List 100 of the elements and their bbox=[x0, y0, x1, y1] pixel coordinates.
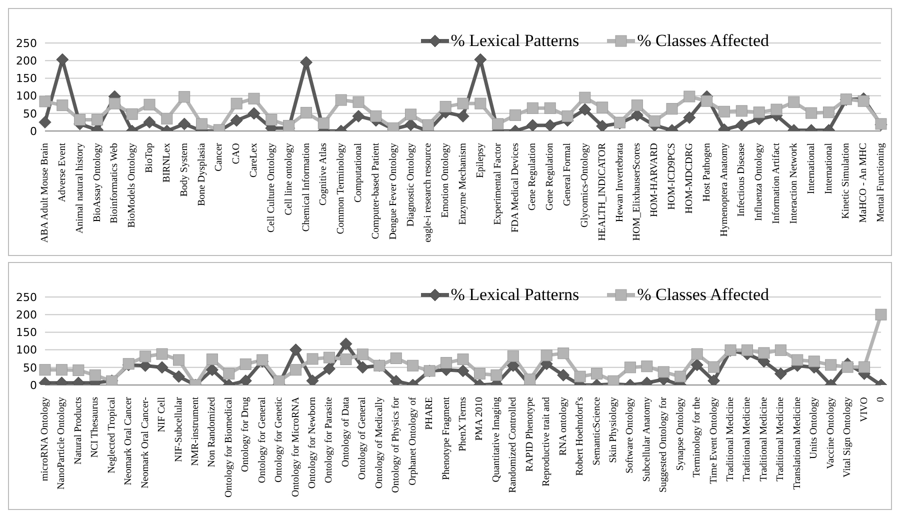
y-tick-label: 100 bbox=[16, 344, 37, 357]
point bbox=[144, 98, 156, 110]
point bbox=[774, 344, 786, 356]
x-tick-label: Kinetic Simulation bbox=[840, 143, 852, 219]
point bbox=[239, 374, 252, 385]
point bbox=[318, 118, 330, 130]
point bbox=[230, 114, 243, 127]
point bbox=[474, 368, 486, 380]
x-tick-label: NIF-Subcellular bbox=[173, 396, 184, 462]
point bbox=[718, 106, 730, 118]
point bbox=[39, 96, 51, 108]
x-tick-label: Ontology for Newborn bbox=[307, 397, 318, 489]
point bbox=[404, 118, 417, 131]
point bbox=[666, 103, 678, 115]
x-tick-label: HOM-MDCDRG bbox=[684, 143, 695, 214]
x-tick-label: Non Randomized bbox=[206, 397, 218, 468]
point bbox=[825, 359, 837, 371]
x-tick-label: Hymenoptera Anatomy bbox=[718, 143, 730, 237]
x-tick-label: Host Pathogen bbox=[701, 143, 712, 202]
point bbox=[248, 92, 260, 104]
x-tick-label: FDA Medical Devices bbox=[510, 142, 521, 232]
x-tick-label: VIVO bbox=[858, 397, 870, 422]
x-tick-label: Emotion Ontology bbox=[440, 143, 452, 218]
x-tick-label: Bone Dysplasia bbox=[196, 142, 208, 206]
x-tick-label: Gene Regulation bbox=[527, 143, 538, 210]
x-tick-label: Mental Functioning bbox=[876, 143, 886, 222]
point bbox=[74, 114, 86, 126]
point bbox=[474, 53, 487, 66]
x-tick-label: Vaccine Ontology bbox=[825, 397, 836, 469]
x-tick-label: MaHCO - An MHC bbox=[858, 142, 870, 223]
x-tick-label: Units Ontology bbox=[808, 397, 820, 459]
point bbox=[490, 369, 502, 381]
y-tick-label: 200 bbox=[16, 308, 37, 322]
point bbox=[708, 374, 720, 385]
x-tick-label: HOM-ICD9PCS bbox=[666, 143, 678, 210]
legend-label: % Lexical Patterns bbox=[450, 31, 580, 51]
point bbox=[526, 119, 539, 131]
point bbox=[266, 114, 278, 126]
x-tick-label: PMA 2010 bbox=[474, 397, 486, 441]
y-tick-label: 150 bbox=[16, 72, 37, 86]
x-tick-label: Quantitative Imaging bbox=[490, 397, 502, 482]
x-tick-label: Experimental Factor bbox=[492, 142, 504, 225]
x-tick-label: Common Terminology bbox=[336, 143, 347, 234]
point bbox=[558, 348, 570, 360]
point bbox=[300, 56, 312, 69]
point bbox=[335, 94, 347, 106]
x-tick-label: Gene Regulation bbox=[544, 143, 556, 210]
x-tick-label: Software Ontology bbox=[624, 397, 636, 474]
x-tick-label: Glycomics-Ontology bbox=[579, 143, 590, 228]
point bbox=[206, 354, 218, 366]
point bbox=[510, 109, 521, 121]
x-tick-label: HOM-HARVARD bbox=[649, 143, 660, 218]
x-tick-label: Ontology of Data bbox=[340, 396, 352, 467]
x-tick-label: Ontology for Biomedical bbox=[223, 396, 234, 498]
x-tick-label: Traditional Medicine bbox=[742, 396, 753, 482]
point bbox=[56, 100, 68, 112]
point bbox=[223, 368, 235, 380]
point bbox=[788, 96, 800, 108]
x-tick-label: ABA Adult Mouse Brain bbox=[40, 143, 50, 243]
x-tick-label: Ontology for General bbox=[256, 396, 268, 484]
point bbox=[300, 106, 312, 118]
point bbox=[340, 354, 352, 366]
y-tick-label: 200 bbox=[16, 54, 37, 68]
point bbox=[562, 110, 574, 122]
x-tick-label: Orphanet Ontology of bbox=[407, 396, 418, 486]
point bbox=[240, 358, 252, 370]
x-tick-label: NCI Thesaurus bbox=[90, 396, 101, 458]
x-tick-label: Terminology for the bbox=[692, 396, 703, 478]
point bbox=[557, 368, 570, 382]
x-tick-label: Cancer bbox=[214, 142, 225, 172]
x-tick-label: Natural Products bbox=[72, 396, 84, 464]
point bbox=[648, 115, 660, 127]
x-tick-label: Robert Hoehndorf's bbox=[574, 396, 586, 476]
point bbox=[422, 119, 434, 131]
legend-label: % Classes Affected bbox=[637, 285, 769, 305]
point bbox=[456, 364, 470, 378]
point bbox=[290, 364, 302, 376]
x-tick-label: microRNA Ontology bbox=[40, 397, 50, 482]
point bbox=[172, 370, 186, 383]
point bbox=[591, 368, 603, 380]
x-tick-label: Neomark Oral Cancer bbox=[123, 396, 134, 486]
x-tick-label: Dengue Fever Ontology bbox=[388, 143, 399, 240]
point bbox=[126, 108, 138, 120]
point bbox=[690, 358, 704, 372]
y-tick-label: 50 bbox=[23, 107, 37, 120]
point bbox=[89, 369, 101, 381]
point bbox=[474, 98, 486, 110]
point bbox=[143, 116, 156, 128]
point bbox=[631, 100, 643, 112]
x-tick-label: Information Artifact bbox=[771, 142, 782, 224]
point bbox=[758, 347, 770, 359]
point bbox=[658, 366, 670, 378]
point bbox=[683, 111, 696, 124]
point bbox=[684, 90, 696, 102]
point bbox=[352, 110, 365, 122]
point bbox=[544, 119, 556, 131]
x-tick-label: Synapse Ontology bbox=[674, 397, 686, 471]
x-tick-label: NIF Cell bbox=[156, 396, 168, 432]
x-tick-label: CareLex bbox=[248, 143, 260, 178]
point bbox=[823, 106, 834, 118]
